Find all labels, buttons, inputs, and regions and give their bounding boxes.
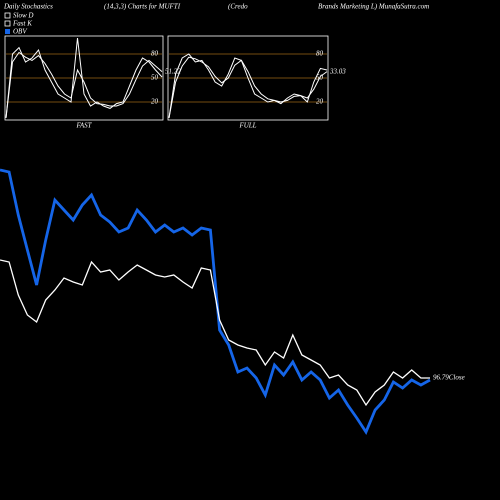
value-annotation: 96.79Close — [433, 374, 465, 382]
y-tick-label: 20 — [151, 98, 159, 106]
series-line — [0, 168, 431, 435]
panel-frame — [167, 35, 329, 121]
y-tick-label: 20 — [316, 98, 324, 106]
legend-swatch — [5, 29, 10, 34]
header-text: (Credo — [228, 3, 248, 11]
series-line — [0, 259, 430, 407]
series-line — [168, 53, 328, 119]
legend-swatch — [4, 20, 11, 27]
header-text: Brands Marketing L) MunafaSutra.com — [318, 3, 429, 11]
value-annotation: 51.22 — [165, 68, 181, 76]
x-axis-label: FAST — [75, 122, 92, 130]
header-text: (14,3,3) Charts for MUFTI — [104, 3, 181, 11]
y-tick-label: 80 — [316, 50, 324, 58]
series-line — [5, 37, 163, 119]
legend-label: Fast K — [12, 20, 32, 28]
x-axis-label: FULL — [238, 122, 256, 130]
y-tick-label: 80 — [151, 50, 159, 58]
value-annotation: 33.03 — [329, 68, 346, 76]
panel-frame — [4, 35, 164, 121]
legend-swatch — [4, 12, 11, 19]
y-tick-label: 50 — [151, 74, 159, 82]
series-line — [5, 51, 163, 119]
legend-label: Slow D — [13, 12, 33, 20]
header-text: Daily Stochastics — [3, 3, 53, 11]
legend-label: OBV — [13, 28, 27, 36]
